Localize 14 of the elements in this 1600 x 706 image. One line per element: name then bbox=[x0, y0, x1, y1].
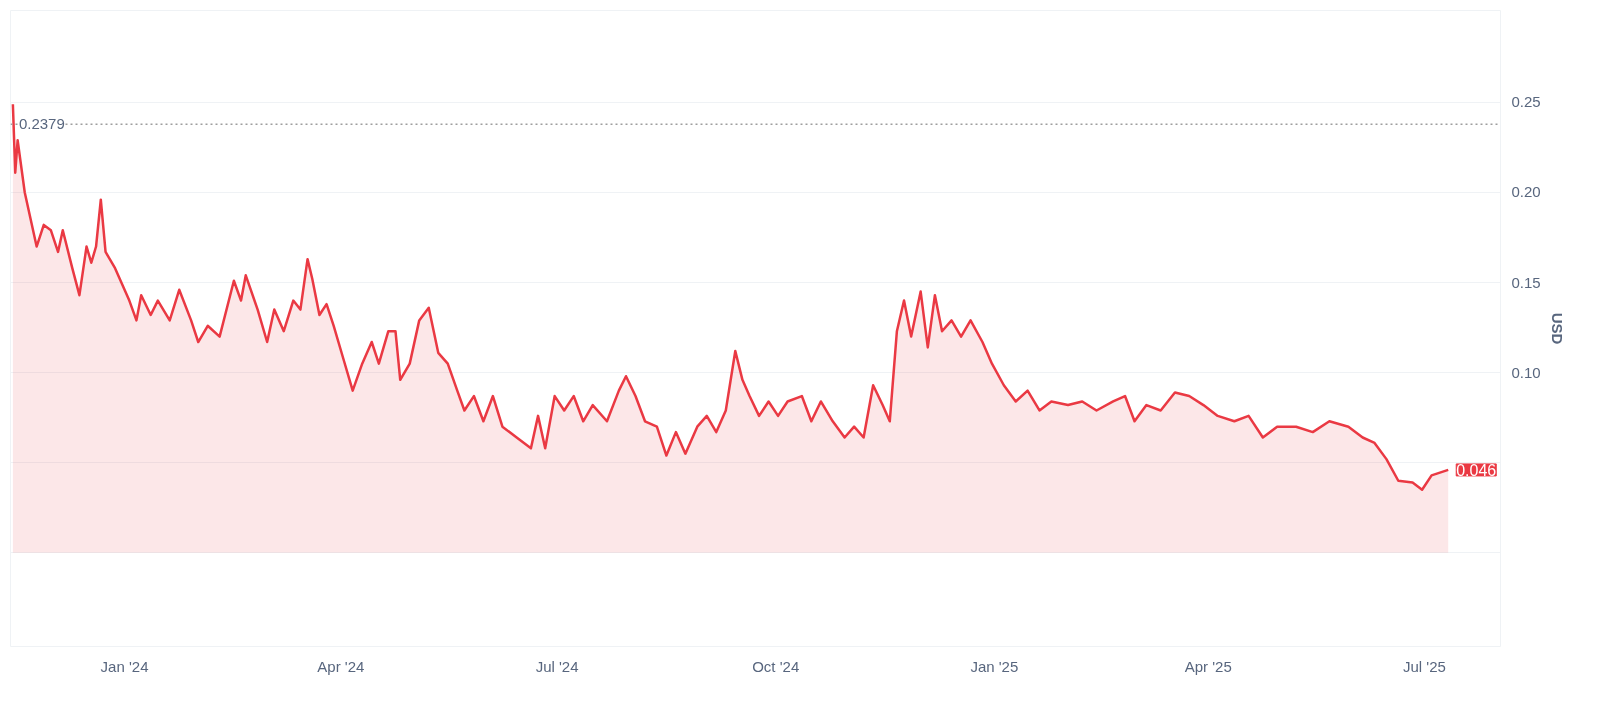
ref-line-label: 0.2379 bbox=[18, 115, 65, 133]
x-tick-label: Apr '25 bbox=[1184, 657, 1232, 675]
x-tick-label: Apr '24 bbox=[317, 657, 365, 675]
y-tick-label: 0.25 bbox=[1511, 93, 1541, 111]
annotation: 0.046 bbox=[1456, 461, 1497, 479]
y-tick-label: 0.15 bbox=[1511, 273, 1541, 291]
x-tick-label: Jul '25 bbox=[1403, 657, 1446, 675]
y-tick-label: 0.10 bbox=[1511, 363, 1541, 381]
x-tick-label: Jul '24 bbox=[535, 657, 579, 675]
x-tick-label: Jan '24 bbox=[100, 657, 149, 675]
y-axis-title: USD bbox=[1548, 312, 1566, 345]
y-tick-label: 0.20 bbox=[1511, 183, 1541, 201]
x-tick-label: Jan '25 bbox=[970, 657, 1019, 675]
x-tick-label: Oct '24 bbox=[752, 657, 800, 675]
